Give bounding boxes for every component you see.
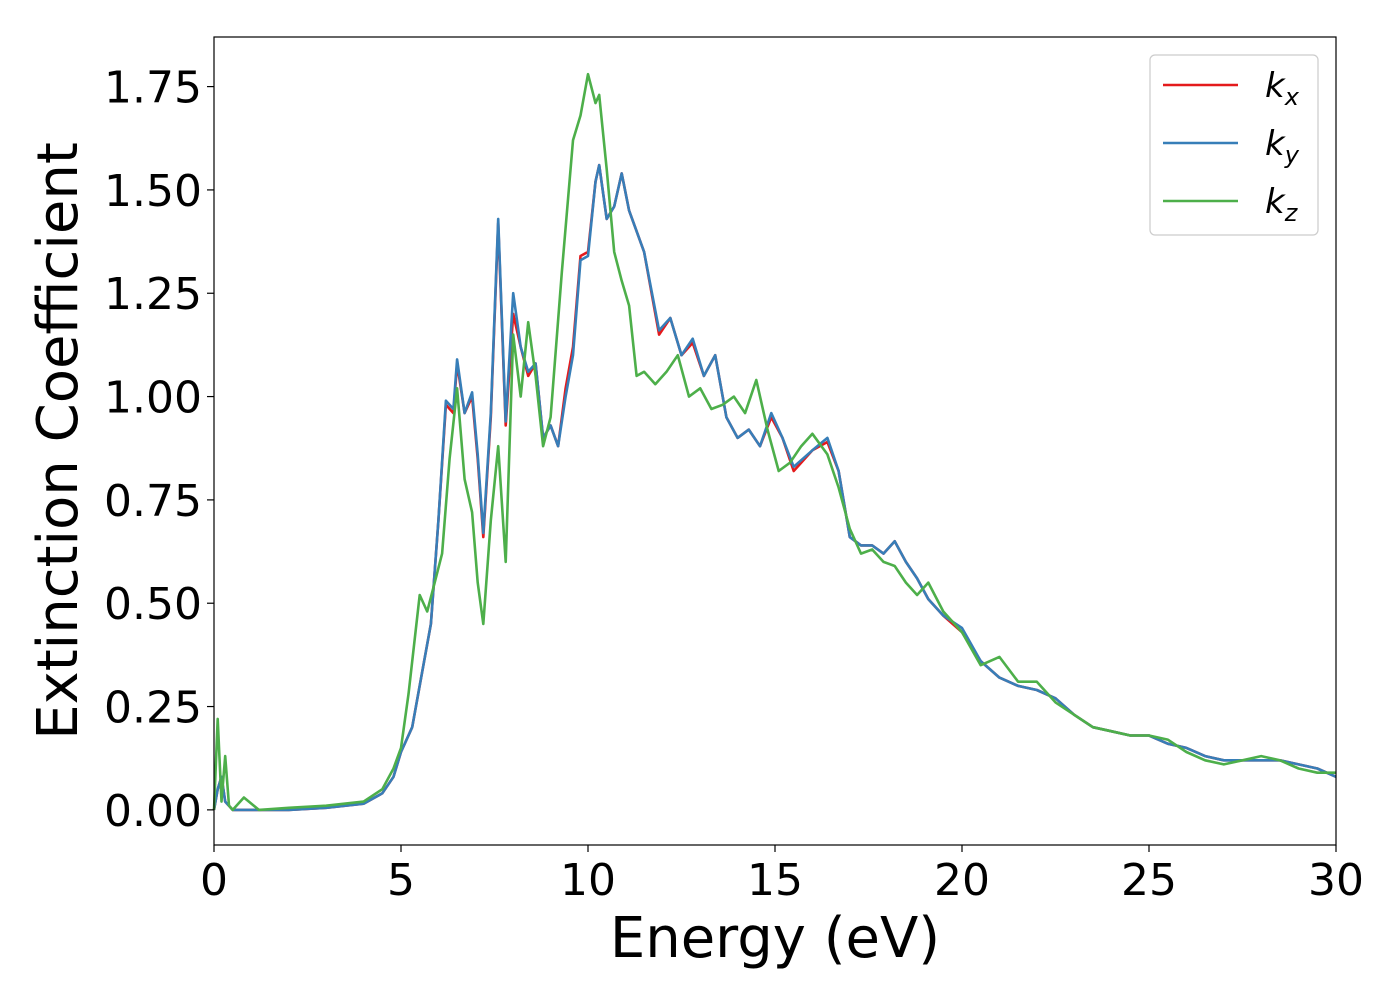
y-tick-label: 0.50 — [104, 579, 202, 630]
series-line-z — [212, 72, 1336, 812]
y-axis-label: Extinction Coefficient — [26, 142, 91, 740]
x-tick-label: 25 — [1121, 855, 1177, 906]
legend-label-x: kx — [1265, 66, 1300, 111]
series-layer — [212, 72, 1337, 812]
x-axis: 0 5 10 15 20 25 30 — [200, 845, 1364, 906]
x-tick-label: 5 — [387, 855, 415, 906]
series-line-y — [212, 163, 1337, 812]
legend-label-y: ky — [1265, 124, 1300, 169]
legend-label-base: k — [1265, 124, 1286, 164]
legend-frame — [1149, 54, 1319, 236]
y-tick-label: 0.00 — [104, 786, 202, 837]
x-tick-label: 15 — [747, 855, 803, 906]
legend-label-subscript: z — [1284, 199, 1299, 227]
x-tick-label: 10 — [560, 855, 616, 906]
y-tick-label: 1.25 — [104, 269, 202, 320]
y-tick-label: 1.75 — [104, 63, 202, 114]
legend-label-base: k — [1265, 182, 1286, 222]
legend-label-base: k — [1265, 66, 1286, 106]
x-tick-label: 20 — [934, 855, 990, 906]
x-axis-label: Energy (eV) — [610, 906, 940, 971]
legend-label-subscript: x — [1284, 83, 1300, 111]
y-tick-label: 1.00 — [104, 373, 202, 424]
x-tick-label: 30 — [1308, 855, 1364, 906]
legend-label-subscript: y — [1284, 141, 1300, 169]
x-tick-label: 0 — [200, 855, 228, 906]
y-tick-label: 0.75 — [104, 476, 202, 527]
y-tick-label: 0.25 — [104, 683, 202, 734]
y-axis: 0.00 0.25 0.50 0.75 1.00 1.25 1.50 1.75 — [104, 63, 214, 837]
series-line-x — [212, 163, 1337, 812]
y-tick-label: 1.50 — [104, 166, 202, 217]
legend-label-z: kz — [1265, 182, 1299, 227]
